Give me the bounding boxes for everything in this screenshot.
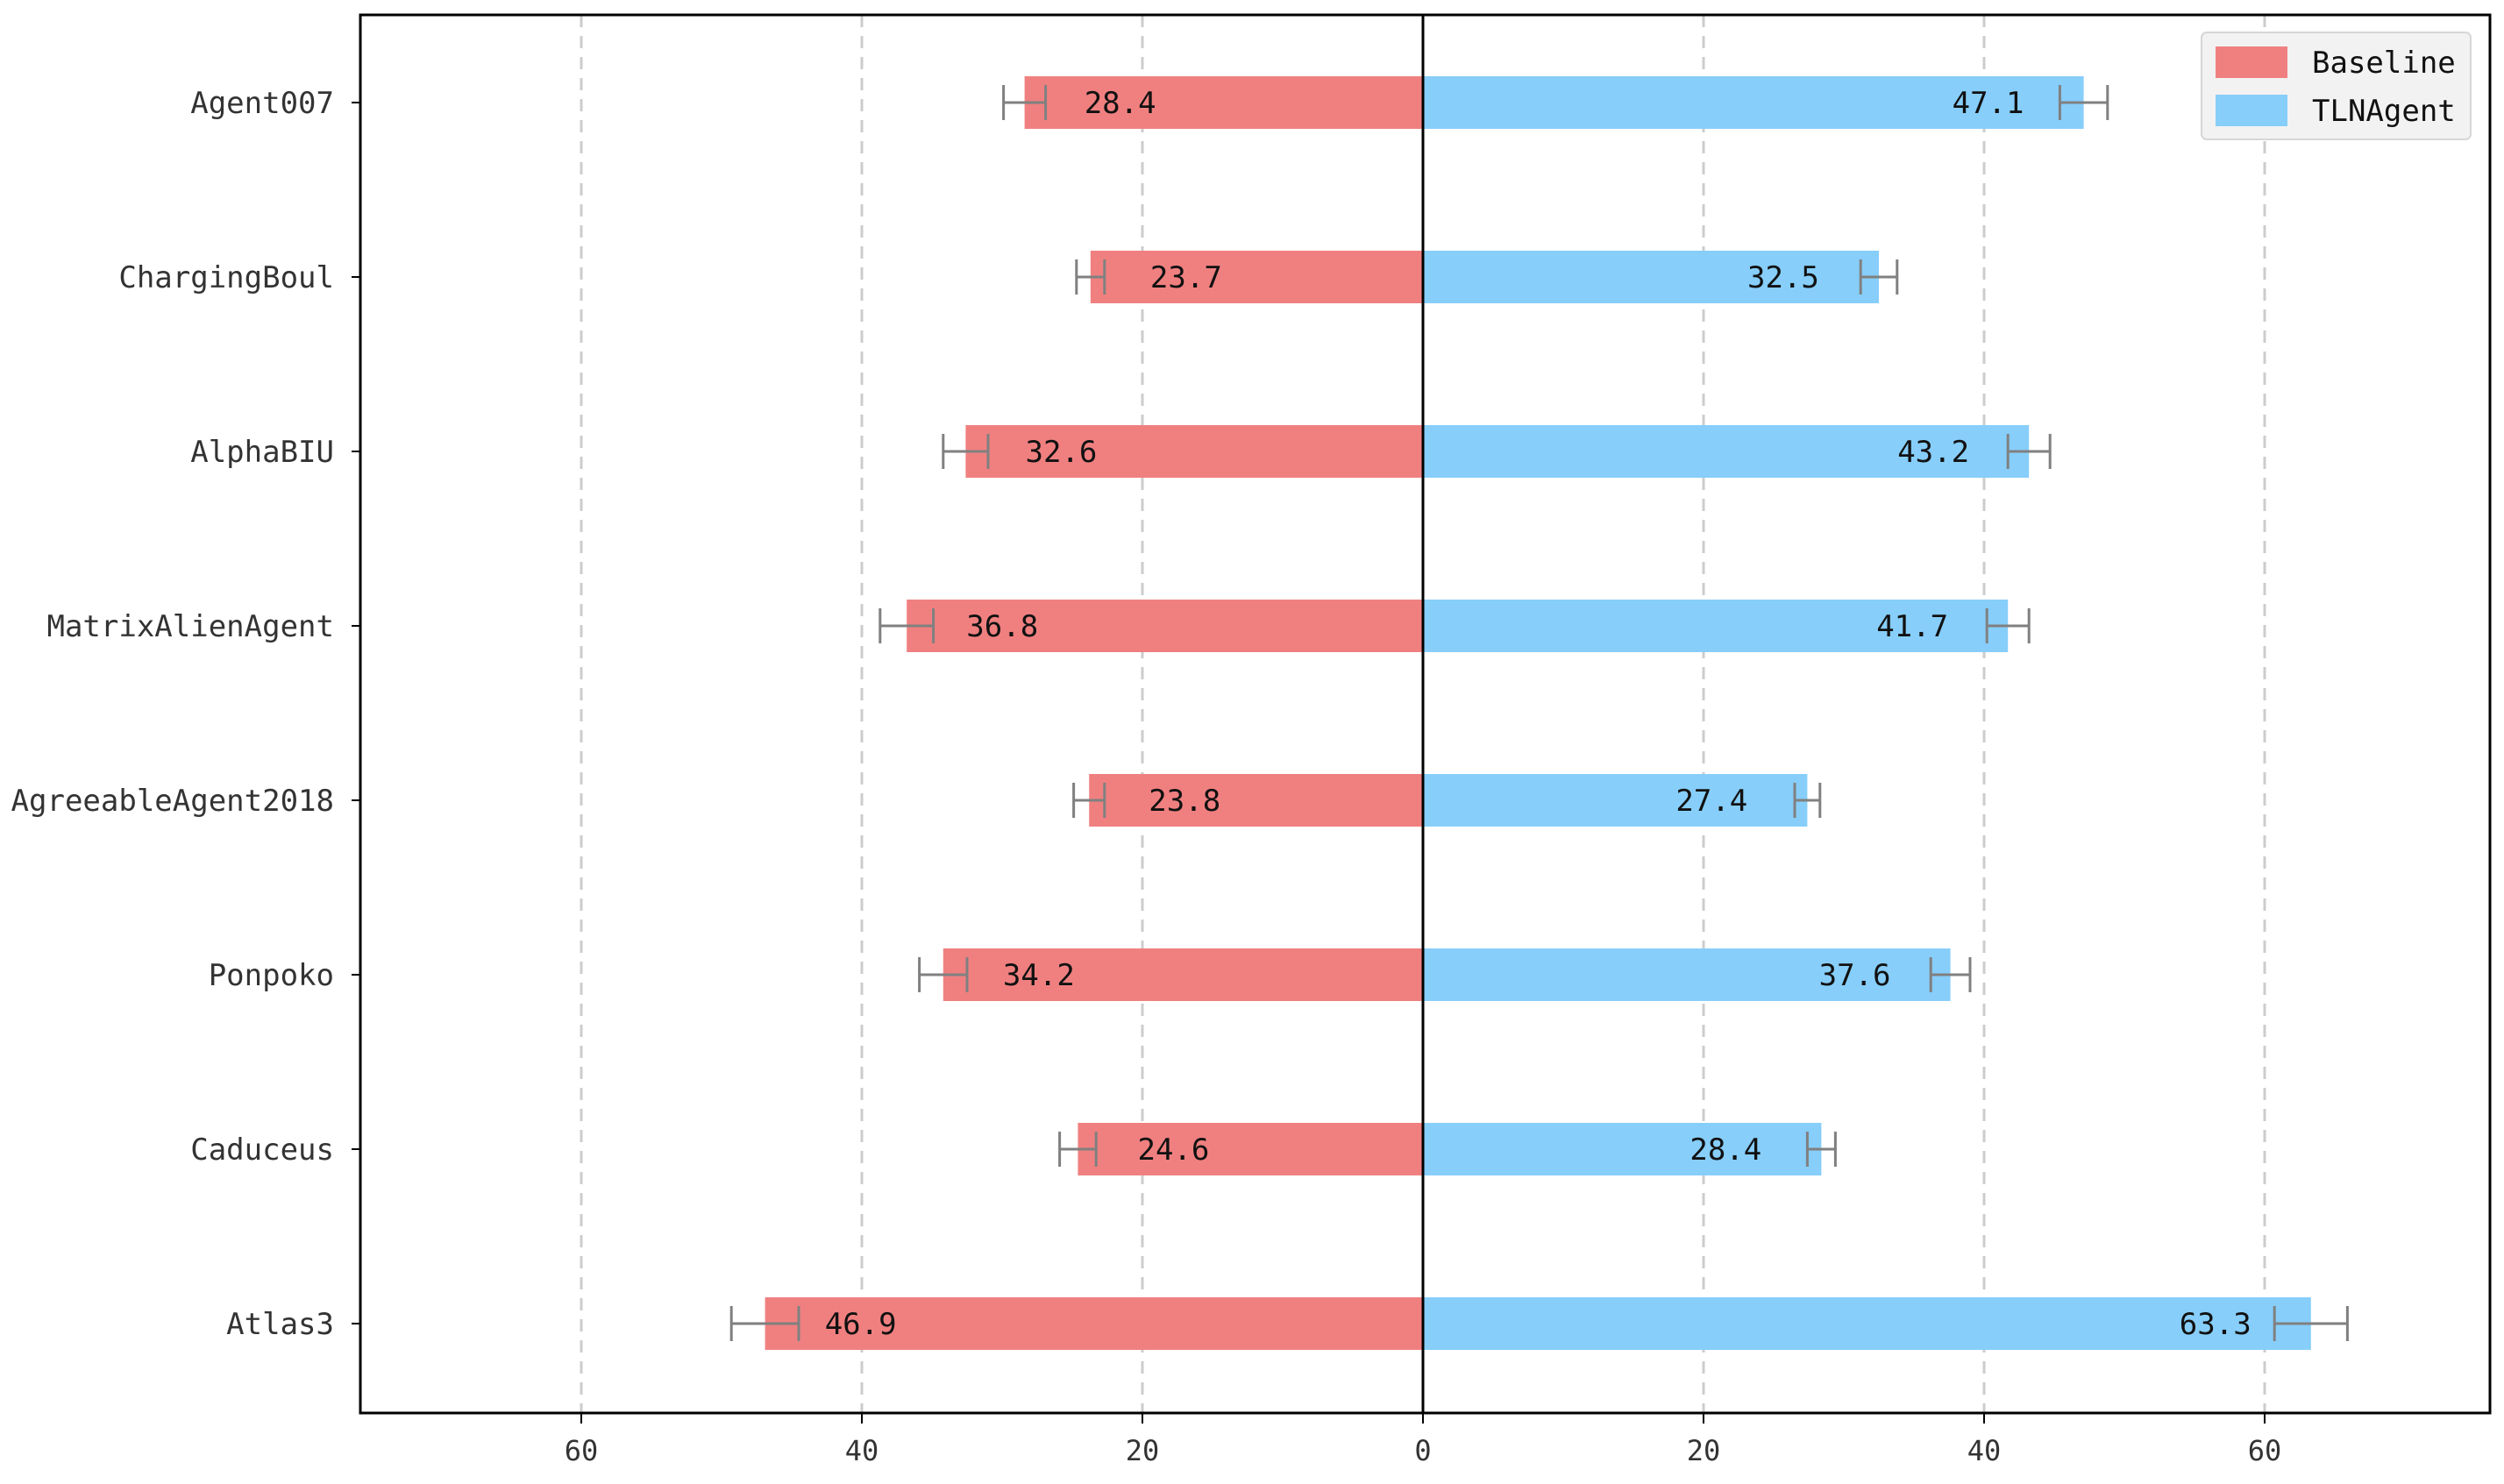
y-tick-label: MatrixAlienAgent xyxy=(46,609,334,644)
data-label: 32.6 xyxy=(1026,435,1098,470)
data-label: 37.6 xyxy=(1819,958,1891,993)
legend-swatch-tlnagent xyxy=(2216,95,2287,126)
plot-frame xyxy=(359,13,2492,1415)
data-label: 23.8 xyxy=(1149,784,1220,819)
data-label: 46.9 xyxy=(825,1307,897,1342)
data-label: 34.2 xyxy=(1003,958,1075,993)
grid-layer xyxy=(580,15,2266,1413)
x-tick-label: 60 xyxy=(2248,1434,2282,1467)
x-tick-label: 60 xyxy=(565,1434,599,1467)
bar-baseline-agent007 xyxy=(1024,76,1423,129)
data-label: 32.5 xyxy=(1747,260,1819,295)
data-label: 27.4 xyxy=(1675,784,1747,819)
bar-tlnagent-caduceus xyxy=(1423,1123,1822,1175)
bar-baseline-agreeableagent2018 xyxy=(1089,774,1423,827)
data-label: 43.2 xyxy=(1897,435,1969,470)
data-label: 63.3 xyxy=(2180,1307,2251,1342)
bar-tlnagent-agreeableagent2018 xyxy=(1423,774,1808,827)
bar-tlnagent-matrixalienagent xyxy=(1423,600,2009,652)
x-tick-label: 40 xyxy=(845,1434,879,1467)
x-tick-label: 20 xyxy=(1126,1434,1160,1467)
bar-tlnagent-agent007 xyxy=(1423,76,2084,129)
legend-label-tlnagent: TLNAgent xyxy=(2312,94,2456,129)
data-label: 24.6 xyxy=(1138,1133,1210,1168)
bar-tlnagent-atlas3 xyxy=(1423,1297,2311,1350)
y-tick-label: ChargingBoul xyxy=(118,260,334,295)
y-tick-label: Atlas3 xyxy=(226,1307,334,1342)
bar-baseline-matrixalienagent xyxy=(907,600,1423,652)
axis-layer: Agent007 ChargingBoul AlphaBIU MatrixAlienA… xyxy=(11,13,2492,1467)
legend-label-baseline: Baseline xyxy=(2312,46,2456,81)
bar-baseline-chargingboul xyxy=(1090,251,1423,303)
bar-tlnagent-chargingboul xyxy=(1423,251,1879,303)
bar-layer: 28.4 47.1 23.7 32.5 32.6 43.2 36.8 41.7 23.8 27.4… xyxy=(729,76,2349,1350)
x-tick-label: 0 xyxy=(1414,1434,1431,1467)
data-label: 47.1 xyxy=(1953,86,2024,121)
x-tick-label: 40 xyxy=(1967,1434,2002,1467)
y-tick-label: Agent007 xyxy=(190,86,334,121)
bar-baseline-alphabiu xyxy=(965,425,1423,478)
data-label: 36.8 xyxy=(966,609,1038,644)
data-label: 23.7 xyxy=(1150,260,1222,295)
bar-baseline-ponpoko xyxy=(943,948,1423,1001)
y-tick-label: Caduceus xyxy=(190,1133,334,1168)
legend: Baseline TLNAgent xyxy=(2201,32,2472,140)
y-tick-label: AgreeableAgent2018 xyxy=(11,784,334,819)
bar-baseline-atlas3 xyxy=(765,1297,1423,1350)
data-label: 28.4 xyxy=(1689,1133,1761,1168)
x-tick-label: 20 xyxy=(1687,1434,1721,1467)
bar-tlnagent-ponpoko xyxy=(1423,948,1951,1001)
bar-baseline-caduceus xyxy=(1078,1123,1423,1175)
y-tick-label: AlphaBIU xyxy=(190,435,334,470)
bar-tlnagent-alphabiu xyxy=(1423,425,2030,478)
y-tick-label: Ponpoko xyxy=(209,958,334,993)
data-label: 41.7 xyxy=(1876,609,1948,644)
legend-swatch-baseline xyxy=(2216,46,2287,78)
data-label: 28.4 xyxy=(1085,86,1156,121)
